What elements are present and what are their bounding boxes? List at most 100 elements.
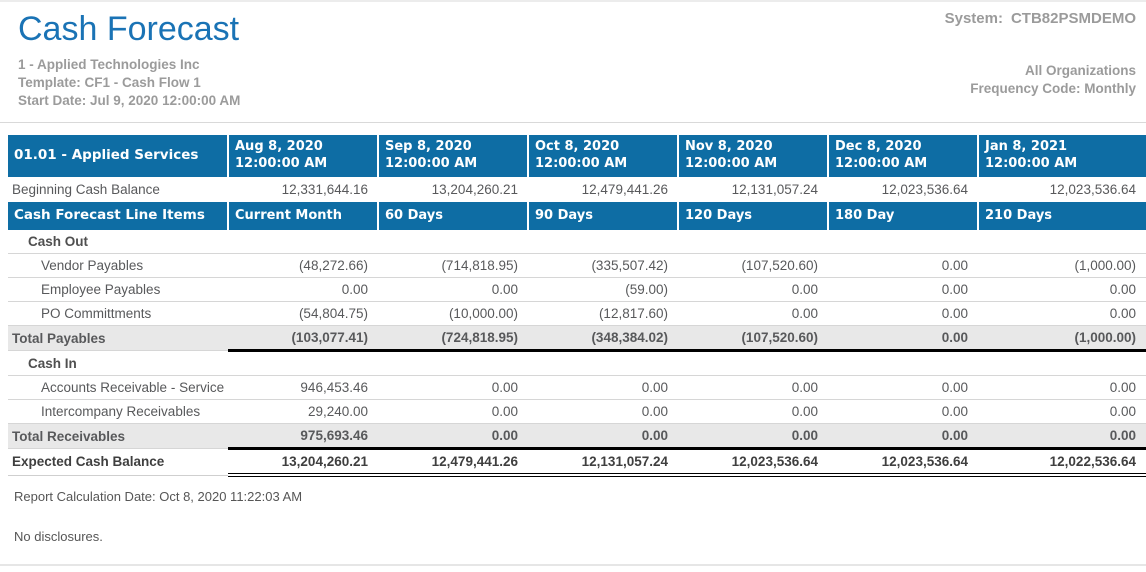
cell-value: 0.00 — [828, 423, 978, 451]
cell-value: 12,131,057.24 — [528, 448, 678, 478]
period-date: Dec 8, 2020 — [835, 139, 922, 155]
table-row-cash-out: Cash Out — [8, 230, 1146, 255]
cell-value: 0.00 — [978, 375, 1146, 401]
cell-value — [528, 230, 678, 255]
cell-value: 946,453.46 — [228, 375, 378, 401]
cell-value — [678, 350, 828, 377]
period-header-cell: Oct 8, 2020 12:00:00 AM — [527, 135, 678, 178]
cell-value: 0.00 — [828, 375, 978, 401]
bucket-header-cell: 90 Days — [527, 202, 678, 231]
table-row-expected-cash-balance: Expected Cash Balance 13,204,260.21 12,479… — [8, 448, 1146, 478]
cell-value: 0.00 — [828, 325, 978, 353]
line-items-header-row: Cash Forecast Line Items Current Month 60 … — [8, 202, 1146, 231]
period-date: Nov 8, 2020 — [685, 139, 773, 155]
table-row-total-payables: Total Payables (103,077.41) (724,818.95) (3… — [8, 325, 1146, 353]
row-label: Cash In — [8, 350, 228, 377]
cell-value: 12,023,536.64 — [1049, 182, 1136, 198]
period-header-cell: Dec 8, 2020 12:00:00 AM — [827, 135, 978, 178]
bottom-divider — [0, 564, 1146, 567]
cell-value: 13,204,260.21 — [228, 448, 378, 478]
cell-value: (1,000.00) — [978, 325, 1146, 353]
row-label: Accounts Receivable - Service — [8, 375, 228, 401]
cell-value: 12,331,644.16 — [281, 182, 368, 198]
cell-value: (107,520.60) — [678, 325, 828, 353]
row-label: Expected Cash Balance — [8, 448, 228, 476]
period-date: Sep 8, 2020 — [385, 139, 472, 155]
cell-value: (1,000.00) — [978, 253, 1146, 279]
table-row-intercompany-receivables: Intercompany Receivables 29,240.00 0.00 0.0… — [8, 399, 1146, 425]
cell-value: 13,204,260.21 — [431, 182, 518, 198]
cell-value: 975,693.46 — [228, 423, 378, 451]
cell-value — [228, 350, 378, 377]
cell-value — [378, 230, 528, 255]
table-row-vendor-payables: Vendor Payables (48,272.66) (714,818.95) (3… — [8, 253, 1146, 279]
table-row-beginning-cash-balance: Beginning Cash Balance 12,331,644.16 13,20… — [8, 177, 1146, 202]
cell-value: (54,804.75) — [228, 301, 378, 327]
table-row-accounts-receivable-service: Accounts Receivable - Service 946,453.46 0… — [8, 375, 1146, 401]
cell-value: 0.00 — [378, 277, 528, 303]
table-row-po-committments: PO Committments (54,804.75) (10,000.00) (12… — [8, 301, 1146, 327]
cell-value: 12,023,536.64 — [828, 448, 978, 478]
cell-value: (107,520.60) — [678, 253, 828, 279]
row-label: Total Receivables — [8, 423, 228, 450]
bucket-header-cell: 210 Days — [977, 202, 1146, 231]
frequency-code: Frequency Code: Monthly — [970, 81, 1136, 97]
row-label: Vendor Payables — [8, 253, 228, 279]
template-name: Template: CF1 - Cash Flow 1 — [18, 75, 201, 91]
cell-value: 12,023,536.64 — [678, 448, 828, 478]
cell-value: 12,479,441.26 — [378, 448, 528, 478]
row-label: Beginning Cash Balance — [12, 182, 160, 198]
cell-value: 0.00 — [528, 423, 678, 451]
cell-value — [228, 230, 378, 255]
report-meta-right: All Organizations Frequency Code: Monthl… — [970, 62, 1136, 98]
organizations-label: All Organizations — [1024, 63, 1136, 78]
cell-value: 12,131,057.24 — [731, 182, 818, 198]
cell-value: (48,272.66) — [228, 253, 378, 279]
report-meta-left: 1 - Applied Technologies Inc Template: C… — [18, 56, 1136, 110]
entity-header-cell: 01.01 - Applied Services — [8, 135, 228, 178]
row-label: PO Committments — [8, 301, 228, 327]
cell-value: 0.00 — [978, 423, 1146, 451]
cell-value: 0.00 — [828, 399, 978, 425]
cell-value: 0.00 — [528, 399, 678, 425]
cell-value: 0.00 — [828, 277, 978, 303]
cell-value: 0.00 — [528, 375, 678, 401]
cell-value: 0.00 — [978, 399, 1146, 425]
page-title: Cash Forecast — [18, 10, 240, 48]
period-date: Aug 8, 2020 — [235, 139, 323, 155]
cell-value: 0.00 — [978, 277, 1146, 303]
cell-value: 0.00 — [678, 301, 828, 327]
line-items-header-cell: Cash Forecast Line Items — [8, 202, 228, 231]
cell-value: 29,240.00 — [228, 399, 378, 425]
cell-value: 0.00 — [378, 399, 528, 425]
cell-value: 0.00 — [678, 277, 828, 303]
cell-value: 0.00 — [678, 423, 828, 451]
period-header-cell: Aug 8, 2020 12:00:00 AM — [227, 135, 378, 178]
row-label: Cash Out — [8, 230, 228, 255]
cell-value: (724,818.95) — [378, 325, 528, 353]
row-label: Intercompany Receivables — [8, 399, 228, 425]
cell-value: (335,507.42) — [528, 253, 678, 279]
cell-value — [378, 350, 528, 377]
row-label: Total Payables — [8, 325, 228, 352]
cell-value — [828, 230, 978, 255]
cell-value: 0.00 — [828, 301, 978, 327]
cell-value — [678, 230, 828, 255]
report-footer: Report Calculation Date: Oct 8, 2020 11:… — [14, 489, 1146, 544]
cell-value: 0.00 — [378, 375, 528, 401]
period-header-cell: Jan 8, 2021 12:00:00 AM — [977, 135, 1146, 178]
system-label: System: — [944, 10, 1003, 27]
cell-value: 12,023,536.64 — [881, 182, 968, 198]
cell-value: 12,022,536.64 — [978, 448, 1146, 478]
system-info: System: CTB82PSMDEMO — [945, 10, 1136, 27]
cell-value: (714,818.95) — [378, 253, 528, 279]
period-date: Oct 8, 2020 — [535, 139, 620, 155]
cell-value: (59.00) — [528, 277, 678, 303]
system-value: CTB82PSMDEMO — [1010, 10, 1136, 27]
period-header-cell: Sep 8, 2020 12:00:00 AM — [377, 135, 528, 178]
bucket-header-cell: Current Month — [227, 202, 378, 231]
cell-value — [978, 350, 1146, 377]
report-header: System: CTB82PSMDEMO Cash Forecast 1 - Ap… — [0, 2, 1146, 124]
bucket-header-cell: 120 Days — [677, 202, 828, 231]
period-date: Jan 8, 2021 — [985, 139, 1068, 155]
